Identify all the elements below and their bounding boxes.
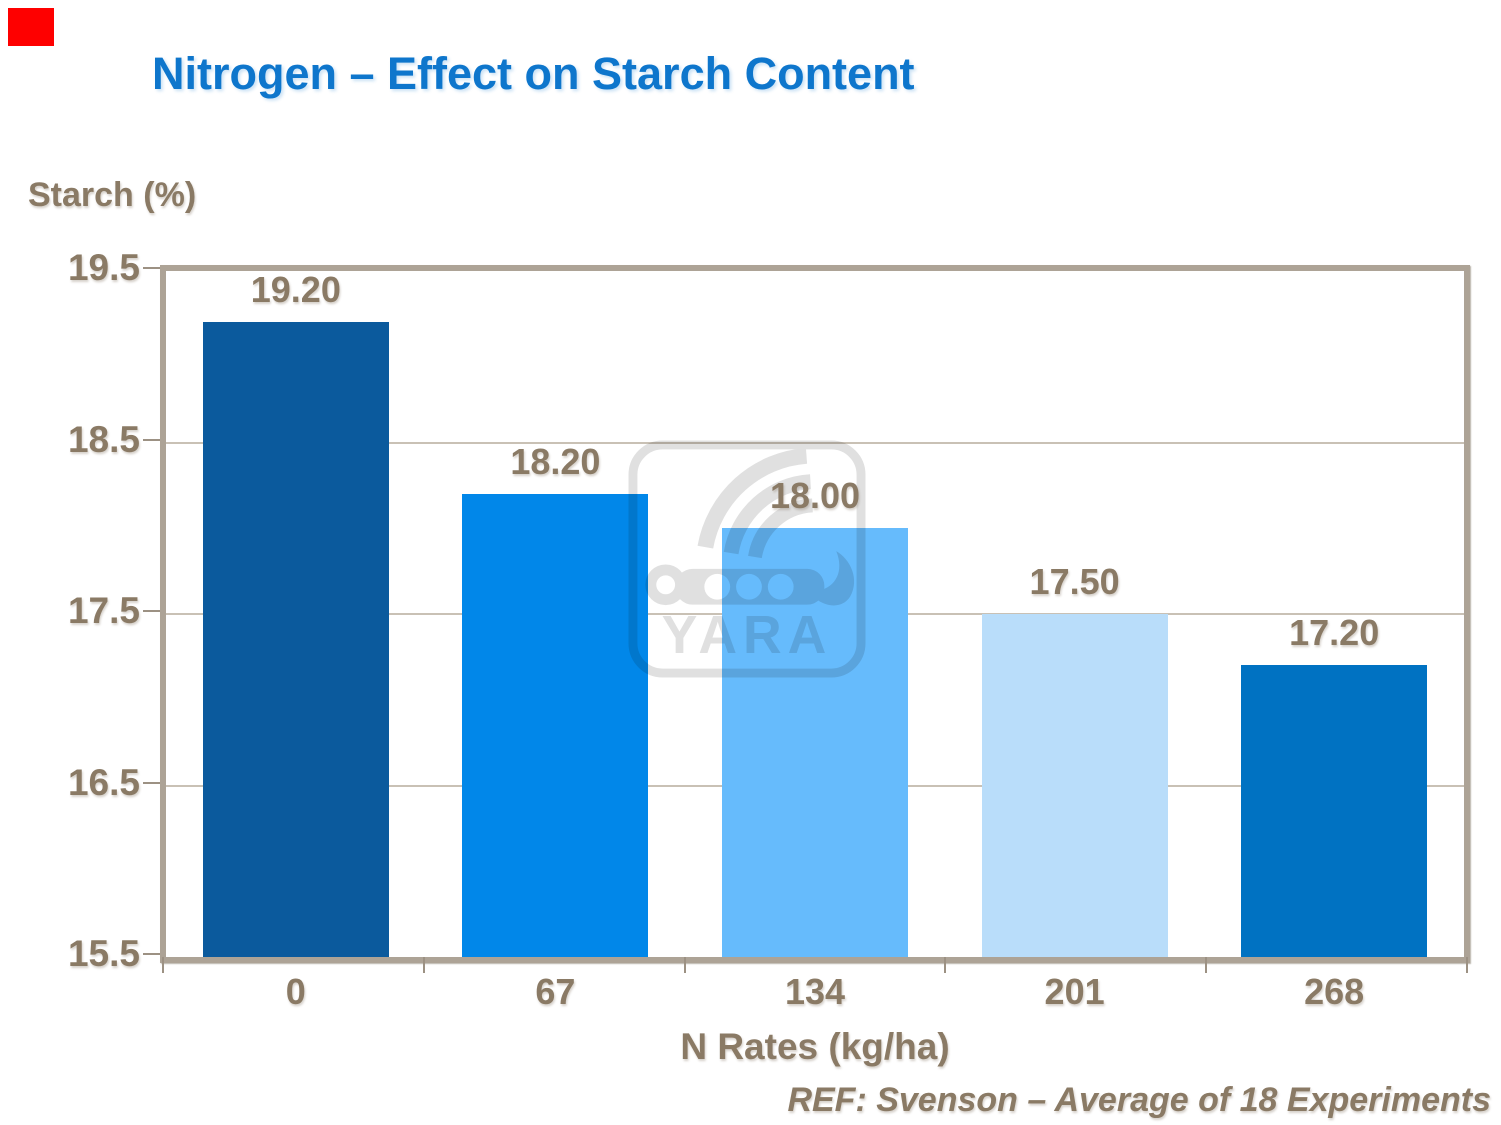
x-tick-label: 134 <box>784 971 846 1012</box>
y-tick-label: 18.5 <box>67 418 140 460</box>
y-axis-tick <box>143 267 160 269</box>
corner-marker <box>8 8 54 46</box>
y-axis-tick <box>143 438 160 441</box>
bar-268 <box>1241 665 1428 957</box>
y-axis-tick <box>143 610 160 612</box>
y-tick-label: 19.5 <box>67 247 140 288</box>
x-tick-label: 0 <box>285 971 306 1012</box>
hull-shield <box>704 573 731 600</box>
x-axis-tick <box>944 957 947 973</box>
x-axis-title: N Rates (kg/ha) <box>680 1026 950 1067</box>
x-axis-tick <box>162 957 164 973</box>
hull-shield <box>767 573 794 600</box>
bar-value-label: 17.20 <box>1289 612 1380 654</box>
watermark-frame <box>628 440 866 678</box>
y-axis-tick <box>143 781 160 784</box>
sail-arc-middle <box>723 474 812 555</box>
hull-shield <box>736 573 762 600</box>
x-axis-tick <box>683 957 686 973</box>
bar-value-label: 19.20 <box>250 269 341 311</box>
x-axis-tick <box>1466 957 1468 973</box>
viking-ship-icon: YARA <box>628 440 866 678</box>
bar-value-label: 17.50 <box>1029 561 1120 602</box>
watermark-wordmark: YARA <box>662 606 833 665</box>
bar-value-label: 18.00 <box>769 475 861 517</box>
sail-arc-outer <box>697 447 808 549</box>
hull-right-prow <box>818 551 855 606</box>
x-tick-label: 268 <box>1304 971 1365 1012</box>
y-tick-label: 17.5 <box>67 590 140 631</box>
bar-0 <box>202 322 389 957</box>
x-axis-tick <box>1205 957 1208 973</box>
yara-watermark: YARA <box>628 440 866 678</box>
x-axis-tick <box>422 957 425 973</box>
reference-note: REF: Svenson – Average of 18 Experiments <box>787 1081 1491 1119</box>
bar-201 <box>981 614 1168 957</box>
x-tick-label: 67 <box>535 971 576 1012</box>
chart-title: Nitrogen – Effect on Starch Content <box>152 48 915 99</box>
y-axis-title: Starch (%) <box>28 176 197 214</box>
bar-67 <box>462 493 649 957</box>
sail-arc-inner <box>748 498 814 559</box>
y-tick-label: 16.5 <box>67 761 140 803</box>
y-tick-label: 15.5 <box>67 933 140 974</box>
bar-value-label: 18.20 <box>510 440 601 482</box>
y-axis-tick <box>143 953 160 955</box>
x-tick-label: 201 <box>1044 971 1105 1012</box>
